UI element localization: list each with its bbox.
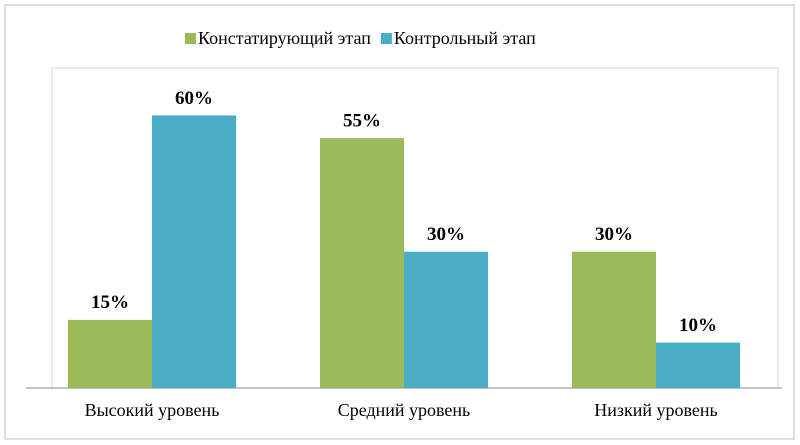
value-label: 60% [175,88,213,109]
bar [404,251,488,388]
value-label: 30% [427,224,465,245]
value-label: 15% [91,292,129,313]
value-label: 55% [343,111,381,132]
x-tick-label: Средний уровень [338,400,471,420]
legend-swatch [185,33,196,44]
bar [152,115,236,388]
bar [572,251,656,388]
legend-swatch [380,33,392,44]
x-tick-label: Высокий уровень [85,400,220,420]
bar [68,319,152,388]
legend-label: Контрольный этап [394,28,536,48]
legend-label: Констатирующий этап [198,28,371,48]
x-tick-label: Низкий уровень [594,400,717,420]
bar [656,342,740,388]
bar [320,138,404,388]
value-label: 30% [595,224,633,245]
value-label: 10% [679,315,717,336]
